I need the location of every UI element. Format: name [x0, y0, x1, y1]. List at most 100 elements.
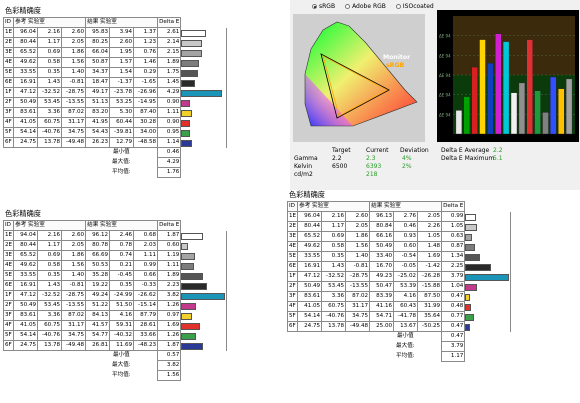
radio-dot[interactable] [312, 4, 317, 9]
lab-value-cell: -49.48 [61, 340, 87, 351]
delta-e-cell: 1.26 [157, 330, 182, 341]
lab-value-cell: 1.46 [133, 57, 159, 68]
delta-e-bar [542, 112, 549, 135]
lab-value-cell: 0.68 [133, 230, 159, 241]
lab-value-cell: 2.03 [133, 240, 159, 251]
lab-value-cell: 0.60 [393, 241, 419, 252]
delta-e-bar-cell [180, 57, 228, 68]
lab-value-cell: 2.05 [61, 240, 87, 251]
delta-e-bar [181, 69, 199, 77]
lab-value-cell: 83.39 [369, 291, 395, 302]
delta-e-cell: 1.14 [157, 137, 182, 148]
radio-isocoated[interactable]: ISOcoated [395, 3, 434, 10]
delta-e-bar-cell [180, 300, 228, 311]
lab-value-cell: 47.12 [13, 290, 39, 301]
delta-e-bar-cell [180, 270, 228, 281]
lab-value-cell: 41.05 [13, 320, 39, 331]
patch-id-cell: 3E [286, 231, 299, 242]
lab-value-cell: 83.61 [297, 291, 323, 302]
patch-id-cell: 6F [2, 137, 15, 148]
delta-e-bar [465, 293, 471, 301]
lab-value-cell: 2.60 [109, 37, 135, 48]
lab-value-cell: 41.57 [85, 320, 111, 331]
summary-row: 最大值: 4.29 [4, 157, 227, 168]
delta-e-cell: 2.14 [157, 37, 182, 48]
lab-value-cell: -40.76 [37, 330, 63, 341]
lab-value-cell: 1.69 [417, 251, 443, 262]
lab-value-cell: 80.44 [13, 240, 39, 251]
patch-id-cell: 2F [2, 300, 15, 311]
lab-value-cell: 34.00 [133, 127, 159, 138]
delta-e-bar [465, 273, 510, 281]
patch-id-cell: 6E [2, 280, 15, 291]
gamut-diagram: Monitor sRGB [293, 14, 425, 142]
delta-e-bar [502, 41, 510, 135]
lab-value-cell: -13.55 [61, 300, 87, 311]
panel-title: 色彩精确度 [5, 6, 41, 15]
table-row: 5E 33.55 0.35 1.40 34.37 1.54 0.29 1.75 [2, 67, 228, 78]
stats-target: 2.2 [332, 155, 342, 162]
summary-spacer [4, 148, 86, 158]
delta-e-bar [181, 302, 197, 310]
lab-value-cell: 2.16 [321, 211, 347, 222]
lab-value-cell: 1.17 [37, 37, 63, 48]
lab-value-cell: 60.43 [393, 301, 419, 312]
table-row: 6F 24.75 13.78 -49.48 26.23 12.79 -48.58 1.14 [2, 137, 228, 148]
radio-dot[interactable] [395, 4, 401, 9]
stats-current: 6393 [366, 163, 382, 170]
lab-value-cell: 49.17 [85, 87, 111, 98]
lab-value-cell: 0.58 [37, 260, 63, 271]
lab-value-cell: 2.05 [345, 221, 371, 232]
table-header-row: ID 参考 实验室 结果 实验室 Delta E [2, 17, 227, 28]
stats-header-row: Target Current Deviation [294, 147, 442, 155]
lab-value-cell: 51.13 [85, 97, 111, 108]
stats-deviation [402, 171, 442, 179]
table-row: 1F 47.12 -32.52 -28.75 49.24 -24.99 -26.62 3.82 [2, 290, 228, 301]
delta-e-bar-cell [180, 47, 228, 58]
summary-spacer [465, 352, 511, 362]
lab-value-cell: -39.81 [109, 127, 135, 138]
delta-e-cell: 1.19 [157, 250, 182, 261]
lab-value-cell: 2.76 [393, 211, 419, 222]
lab-value-cell: 1.54 [109, 67, 135, 78]
lab-value-cell: 2.46 [109, 230, 135, 241]
summary-row: 最大值: 3.82 [4, 360, 227, 371]
lab-value-cell: 2.05 [417, 211, 443, 222]
lab-value-cell: -48.23 [133, 340, 159, 351]
lab-value-cell: 41.05 [297, 301, 323, 312]
lab-value-cell: -26.96 [133, 87, 159, 98]
delta-e-bar [487, 63, 494, 135]
patch-id-cell: 6E [2, 77, 15, 88]
summary-label: 最小值 [396, 333, 414, 340]
lab-value-cell: -49.48 [61, 137, 87, 148]
radio-adobe-rgb[interactable]: Adobe RGB [345, 3, 386, 10]
delta-e-bar [181, 272, 204, 280]
lab-value-cell: 2.60 [61, 27, 87, 38]
delta-e-bars: ΔE 94 ΔE 94 ΔE 94 ΔE 94 ΔE 94 [439, 16, 575, 135]
lab-value-cell: 60.44 [109, 117, 135, 128]
table-row: 2F 50.49 53.45 -13.55 50.47 53.39 -15.88 1.04 [286, 281, 512, 292]
lab-value-cell: 16.91 [13, 280, 39, 291]
lab-value-cell: 16.91 [297, 261, 323, 272]
delta-e-bar-cell [464, 211, 512, 222]
lab-value-cell: 34.75 [61, 330, 87, 341]
lab-value-cell: 33.55 [13, 270, 39, 281]
summary-value: 0.57 [157, 350, 182, 361]
delta-e-bar-cell [464, 241, 512, 252]
delta-e-bar [181, 322, 201, 330]
patch-id-cell: 5F [2, 330, 15, 341]
stats-row-gamma: Gamma 2.2 2.3 4% [294, 155, 442, 163]
radio-dot[interactable] [345, 4, 351, 9]
lab-value-cell: 34.75 [61, 127, 87, 138]
panel-title: 色彩精确度 [5, 209, 41, 218]
delta-e-cell: 0.87 [441, 241, 466, 252]
stats-current: 218 [366, 171, 378, 178]
lab-value-cell: 3.36 [37, 107, 63, 118]
delta-e-bar [181, 332, 197, 340]
delta-e-bar-cell [464, 291, 512, 302]
lab-value-cell: 3.36 [321, 291, 347, 302]
radio-srgb[interactable]: sRGB [312, 3, 335, 10]
summary-value: 1.76 [157, 167, 182, 178]
patch-id-cell: 1E [2, 230, 15, 241]
delta-e-bar-cell [464, 251, 512, 262]
